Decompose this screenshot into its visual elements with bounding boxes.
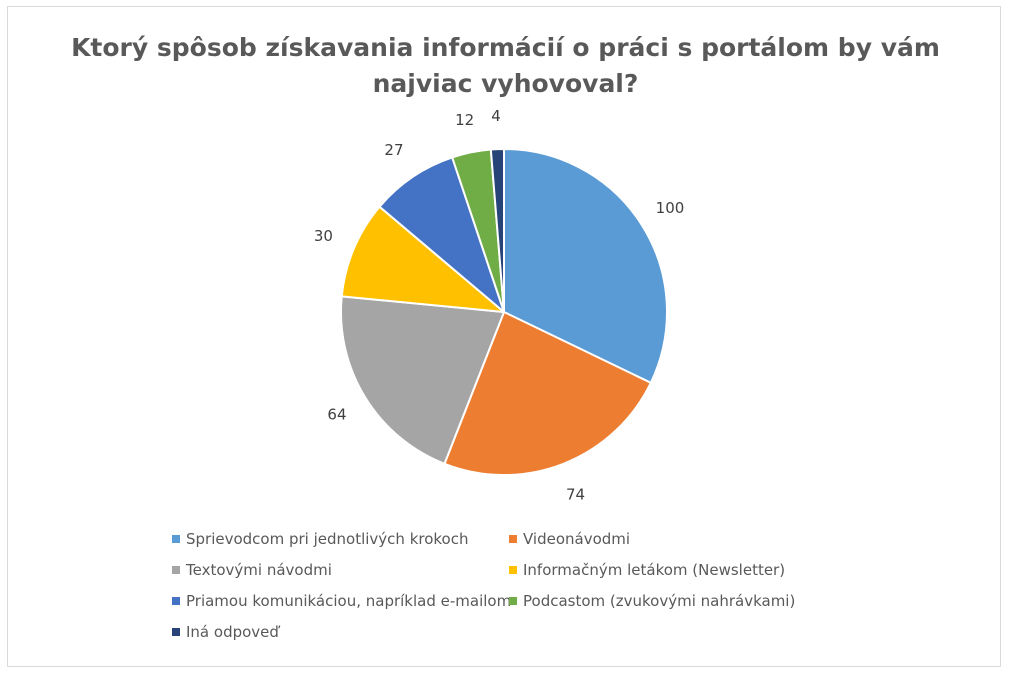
legend-label: Iná odpoveď [186, 623, 279, 641]
legend-item-priamou-komunikaciou-napriklad-e-mailom: Priamou komunikáciou, napríklad e-mailom [172, 592, 511, 614]
legend-swatch [172, 534, 180, 543]
legend-label: Podcastom (zvukovými nahrávkami) [523, 592, 796, 610]
legend-swatch [509, 596, 517, 605]
data-label-videonavodmi: 74 [566, 485, 585, 503]
legend-swatch [172, 565, 180, 574]
legend-item-textovymi-navodmi: Textovými návodmi [172, 561, 332, 583]
legend-item-informacnym-letakom-newsletter: Informačným letákom (Newsletter) [509, 561, 785, 583]
legend-label: Priamou komunikáciou, napríklad e-mailom [186, 592, 512, 610]
data-label-sprievodcom-pri-jednotlivych-krokoch: 100 [656, 199, 685, 217]
legend-item-sprievodcom-pri-jednotlivych-krokoch: Sprievodcom pri jednotlivých krokoch [172, 530, 469, 552]
legend-swatch [509, 565, 517, 574]
pie-slice-priamou-komunikaciou-napriklad-e-mailom [378, 156, 505, 313]
chart-title: Ktorý spôsob získavania informácií o prá… [0, 30, 1011, 102]
legend-label: Informačným letákom (Newsletter) [523, 561, 786, 579]
legend-item-ina-odpoved: Iná odpoveď [172, 623, 279, 645]
legend-label: Videonávodmi [523, 530, 631, 548]
data-label-informacnym-letakom-newsletter: 30 [314, 227, 333, 245]
data-label-podcastom-zvukovymi-nahravkami: 12 [455, 111, 474, 129]
pie-slice-textovymi-navodmi [340, 295, 505, 465]
data-label-textovymi-navodmi: 64 [327, 406, 346, 424]
legend-swatch [172, 627, 180, 636]
chart-title-line-1: Ktorý spôsob získavania informácií o prá… [71, 33, 940, 62]
legend-item-videonavodmi: Videonávodmi [509, 530, 630, 552]
data-label-priamou-komunikaciou-napriklad-e-mailom: 27 [384, 141, 403, 159]
legend-item-podcastom-zvukovymi-nahravkami: Podcastom (zvukovými nahrávkami) [509, 592, 795, 614]
data-label-ina-odpoved: 4 [491, 107, 501, 125]
pie-slice-sprievodcom-pri-jednotlivych-krokoch [503, 148, 668, 384]
chart-title-line-2: najviac vyhovoval? [372, 69, 639, 98]
pie-slice-ina-odpoved [489, 148, 505, 313]
legend-swatch [509, 534, 517, 543]
pie-slice-videonavodmi [443, 311, 652, 476]
legend-label: Textovými návodmi [186, 561, 332, 579]
legend-swatch [172, 596, 180, 605]
pie-slice-informacnym-letakom-newsletter [340, 205, 505, 313]
legend-label: Sprievodcom pri jednotlivých krokoch [186, 530, 469, 548]
